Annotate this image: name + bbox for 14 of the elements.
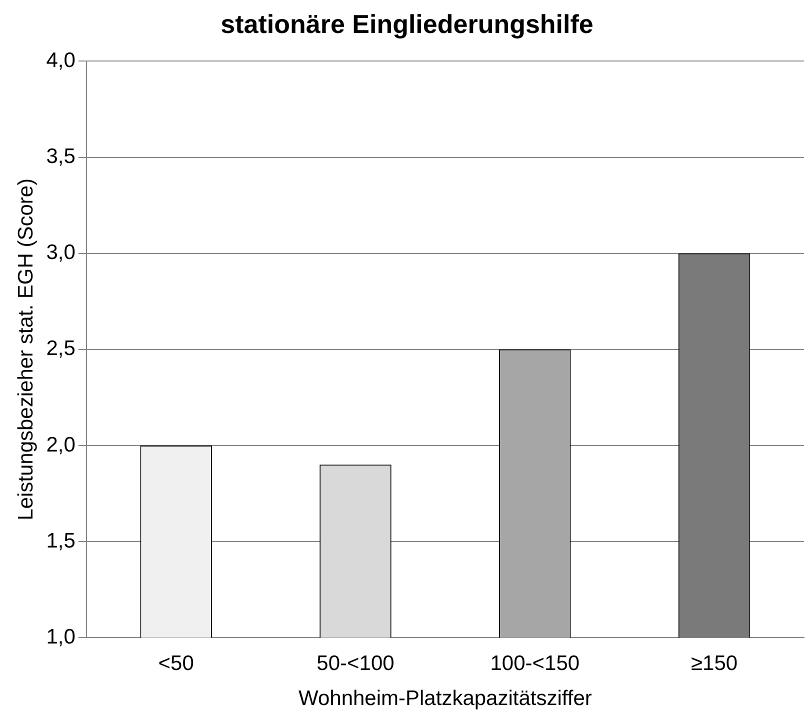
x-tick-label: 100-<150: [490, 652, 580, 675]
x-tick-label: <50: [158, 652, 194, 675]
y-tick-label: 4,0: [46, 48, 76, 72]
y-tick-label: 1,5: [46, 529, 76, 552]
y-tick-label: 1,0: [46, 625, 76, 648]
y-tick-label: 3,0: [46, 241, 76, 264]
y-tick-label: 2,0: [46, 433, 76, 456]
x-tick-label: 50-<100: [316, 652, 394, 675]
y-tick-label: 3,5: [46, 145, 76, 168]
y-tick-label: 2,5: [46, 337, 76, 360]
x-tick-label: ≥150: [691, 652, 738, 675]
chart-title: stationäre Eingliederungshilfe: [220, 8, 594, 39]
x-axis-title: Wohnheim-Platzkapazitätsziffer: [298, 687, 592, 710]
y-axis-title: Leistungsbezieher stat. EGH (Score): [14, 178, 38, 520]
